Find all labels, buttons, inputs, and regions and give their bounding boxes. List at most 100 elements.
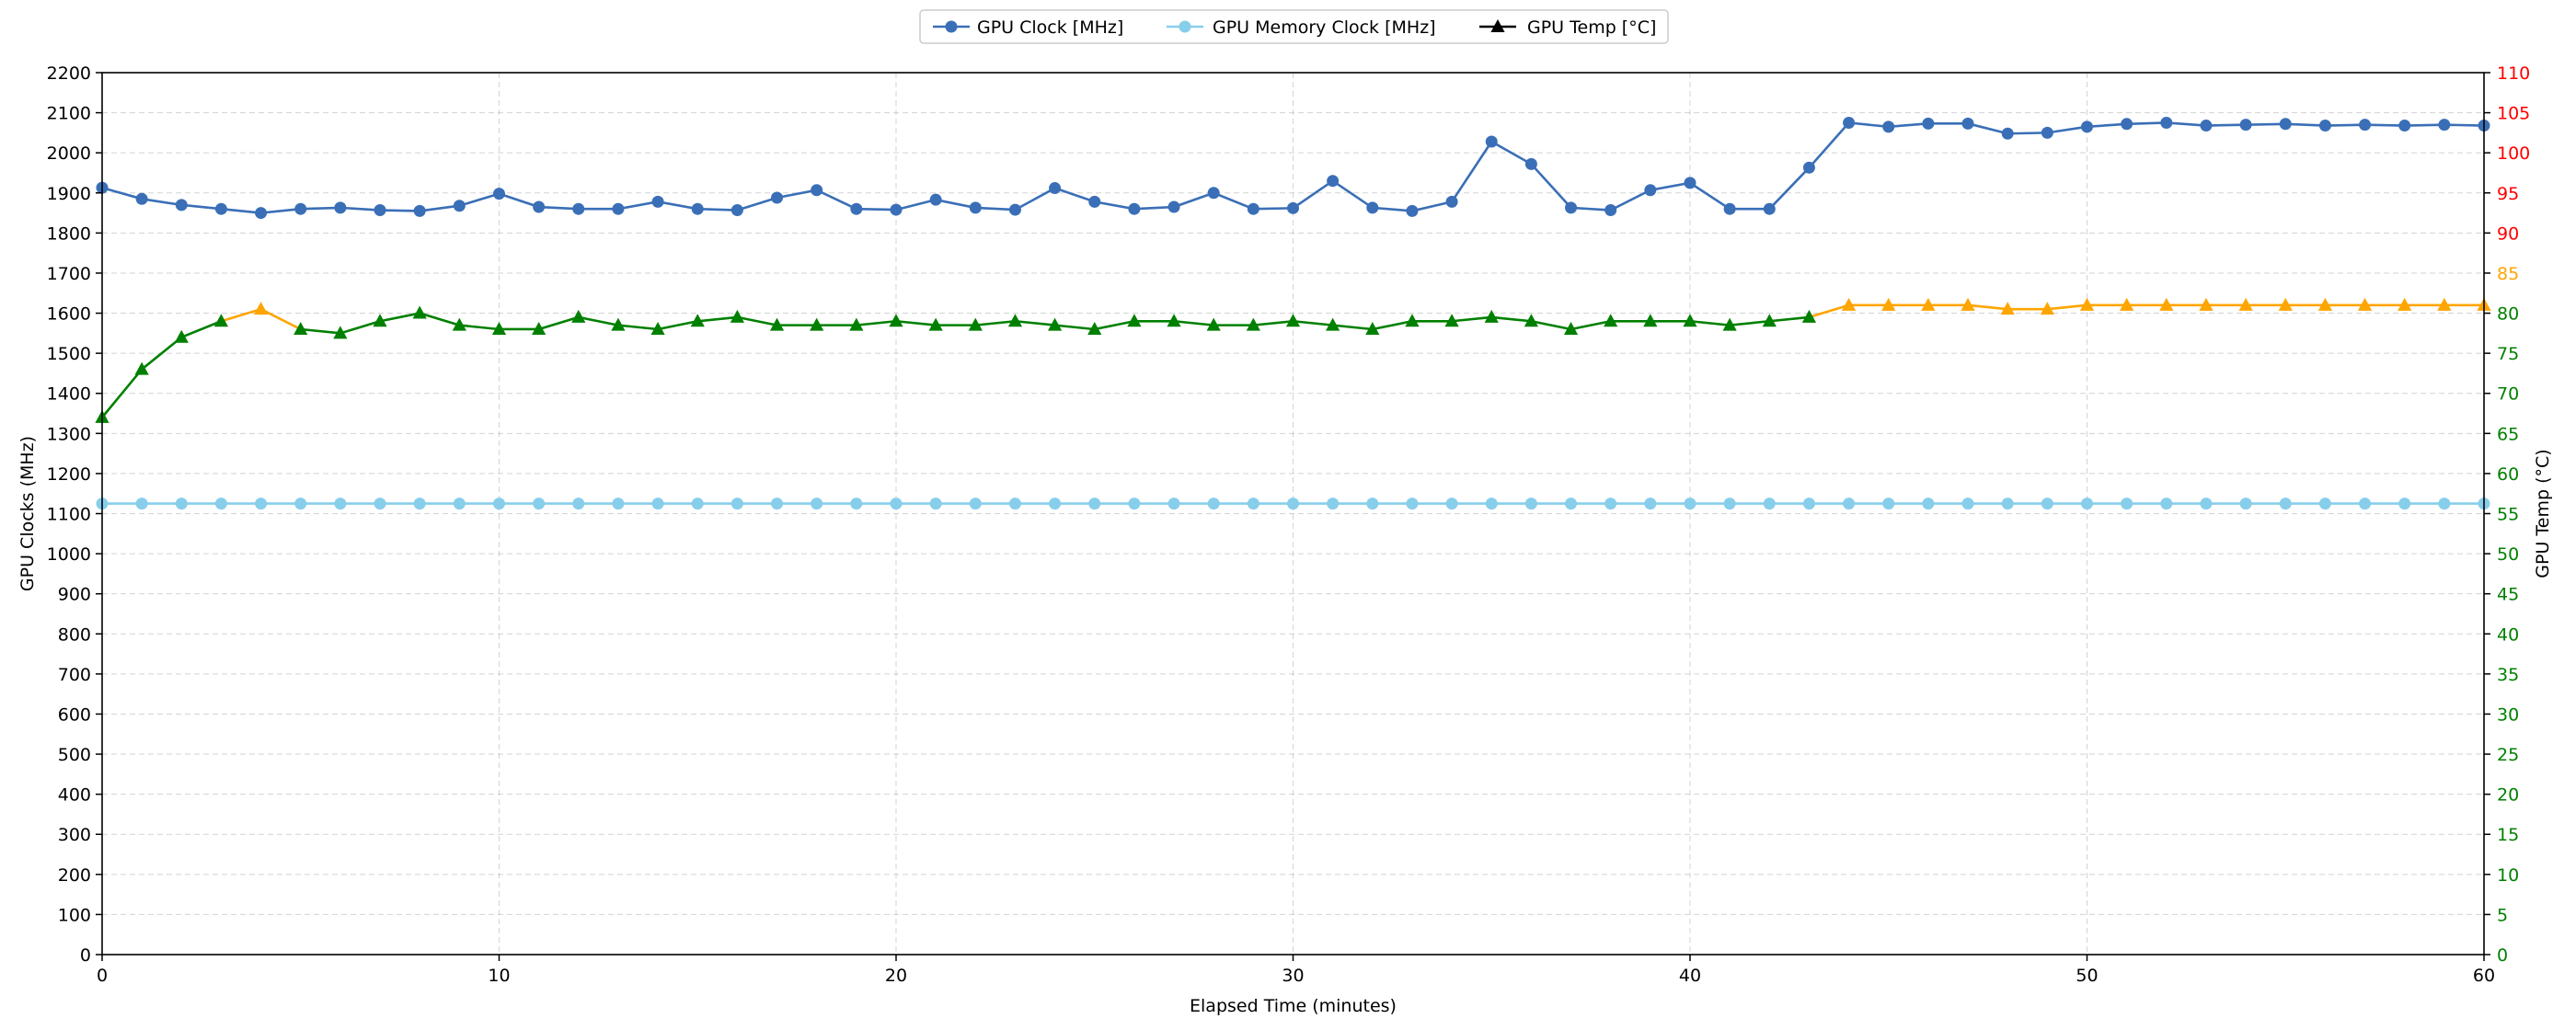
data-point-gpu-memory-clock-mhz xyxy=(294,498,307,510)
y2-tick-label: 80 xyxy=(2497,304,2519,325)
y-tick-label: 600 xyxy=(58,704,91,725)
data-point-gpu-clock-mhz xyxy=(1723,202,1736,215)
data-point-gpu-temp-c xyxy=(1127,314,1142,327)
data-point-gpu-clock-mhz xyxy=(1008,203,1021,216)
data-point-gpu-temp-c xyxy=(571,309,586,323)
data-point-gpu-memory-clock-mhz xyxy=(453,498,466,510)
data-point-gpu-temp-c xyxy=(849,317,864,331)
data-point-gpu-memory-clock-mhz xyxy=(1763,498,1776,510)
y2-tick-label: 10 xyxy=(2497,865,2519,886)
data-point-gpu-memory-clock-mhz xyxy=(771,498,784,510)
y2-tick-label: 70 xyxy=(2497,384,2519,405)
y-tick-label: 1800 xyxy=(47,223,91,244)
series-segment-gpu-temp-c xyxy=(100,368,144,418)
data-point-gpu-temp-c xyxy=(1167,314,1181,327)
series-segment-gpu-temp-c xyxy=(1730,319,1770,326)
data-point-gpu-temp-c xyxy=(1087,321,1102,335)
data-point-gpu-temp-c xyxy=(213,314,229,327)
data-point-gpu-memory-clock-mhz xyxy=(255,498,268,510)
series-segment-gpu-temp-c xyxy=(737,315,777,326)
data-point-gpu-temp-c xyxy=(1524,314,1538,327)
legend-item-gpu-memory-clock: GPU Memory Clock [MHz] xyxy=(1167,17,1436,38)
data-point-gpu-clock-mhz xyxy=(533,200,546,213)
data-point-gpu-temp-c xyxy=(1921,297,1936,311)
y-tick-label: 200 xyxy=(58,865,91,886)
y2-tick-label: 85 xyxy=(2497,264,2519,284)
data-point-gpu-memory-clock-mhz xyxy=(374,498,386,510)
data-point-gpu-clock-mhz xyxy=(1247,202,1259,215)
data-point-gpu-clock-mhz xyxy=(1524,157,1537,170)
data-point-gpu-clock-mhz xyxy=(2438,119,2451,132)
data-point-gpu-clock-mhz xyxy=(730,204,743,217)
data-point-gpu-clock-mhz xyxy=(771,191,784,204)
data-point-gpu-memory-clock-mhz xyxy=(1802,498,1815,510)
series-segment-gpu-temp-c xyxy=(379,312,420,323)
data-point-gpu-memory-clock-mhz xyxy=(2081,498,2093,510)
data-point-gpu-memory-clock-mhz xyxy=(969,498,982,510)
x-tick-label: 20 xyxy=(885,966,907,986)
series-segment-gpu-temp-c xyxy=(697,315,738,323)
data-point-gpu-clock-mhz xyxy=(1167,200,1180,213)
data-point-gpu-memory-clock-mhz xyxy=(890,498,903,510)
data-point-gpu-temp-c xyxy=(730,309,744,323)
data-point-gpu-memory-clock-mhz xyxy=(493,498,505,510)
data-point-gpu-clock-mhz xyxy=(2160,116,2173,129)
series-segment-gpu-temp-c xyxy=(1570,319,1611,331)
legend: GPU Clock [MHz] GPU Memory Clock [MHz] G… xyxy=(919,9,1669,44)
x-tick-label: 60 xyxy=(2473,966,2495,986)
data-point-gpu-memory-clock-mhz xyxy=(1485,498,1498,510)
data-point-gpu-memory-clock-mhz xyxy=(135,498,148,510)
data-point-gpu-clock-mhz xyxy=(1882,120,1895,133)
data-point-gpu-temp-c xyxy=(928,317,943,331)
data-point-gpu-temp-c xyxy=(1842,297,1857,311)
data-point-gpu-clock-mhz xyxy=(294,202,307,215)
legend-label-gpu-temp: GPU Temp [°C] xyxy=(1527,17,1656,38)
data-point-gpu-clock-mhz xyxy=(1445,195,1458,208)
data-point-gpu-temp-c xyxy=(2398,297,2412,311)
y2-tick-label: 105 xyxy=(2497,104,2530,124)
data-point-gpu-memory-clock-mhz xyxy=(1604,498,1617,510)
series-segment-gpu-temp-c xyxy=(1809,303,1849,319)
data-point-gpu-temp-c xyxy=(2278,297,2293,311)
x-tick-label: 30 xyxy=(1282,966,1304,986)
data-point-gpu-clock-mhz xyxy=(651,195,664,208)
data-point-gpu-clock-mhz xyxy=(1207,187,1220,200)
data-point-gpu-memory-clock-mhz xyxy=(850,498,863,510)
series-segment-gpu-temp-c xyxy=(260,308,302,331)
data-point-gpu-temp-c xyxy=(1206,317,1221,331)
data-point-gpu-temp-c xyxy=(1285,314,1301,327)
y2-tick-label: 0 xyxy=(2497,945,2508,966)
data-point-gpu-clock-mhz xyxy=(175,199,188,212)
data-point-gpu-temp-c xyxy=(373,314,387,327)
legend-box xyxy=(919,9,1669,44)
data-point-gpu-temp-c xyxy=(293,321,308,335)
series-segment-gpu-temp-c xyxy=(895,319,937,326)
series-segment-gpu-temp-c xyxy=(975,319,1016,326)
data-point-gpu-memory-clock-mhz xyxy=(2160,498,2173,510)
series-segment-gpu-temp-c xyxy=(1531,319,1571,331)
series-segment-gpu-temp-c xyxy=(1293,319,1333,326)
data-point-gpu-clock-mhz xyxy=(1287,201,1299,214)
data-point-gpu-temp-c xyxy=(1643,314,1658,327)
legend-marker-gpu-temp xyxy=(1490,19,1505,32)
data-point-gpu-temp-c xyxy=(1405,314,1420,327)
data-point-gpu-temp-c xyxy=(2159,297,2174,311)
data-point-gpu-clock-mhz xyxy=(572,202,585,215)
data-point-gpu-memory-clock-mhz xyxy=(1327,498,1340,510)
series-segment-gpu-temp-c xyxy=(2047,303,2087,311)
y-axis-left: 0 100 200 300 400 500 600 700 800 900 1000 1100 1200… xyxy=(47,63,102,966)
y2-tick-label: 30 xyxy=(2497,704,2519,725)
data-point-gpu-memory-clock-mhz xyxy=(811,498,823,510)
y2-tick-label: 100 xyxy=(2497,143,2530,164)
y2-tick-label: 65 xyxy=(2497,424,2519,444)
y2-tick-label: 45 xyxy=(2497,585,2519,605)
data-point-gpu-memory-clock-mhz xyxy=(2041,498,2053,510)
data-point-gpu-memory-clock-mhz xyxy=(2398,498,2411,510)
series-segment-gpu-temp-c xyxy=(657,319,698,331)
y-tick-label: 2100 xyxy=(47,104,91,124)
y-tick-label: 1300 xyxy=(47,424,91,444)
data-point-gpu-memory-clock-mhz xyxy=(2279,498,2292,510)
data-point-gpu-clock-mhz xyxy=(413,204,426,217)
data-point-gpu-temp-c xyxy=(1563,321,1579,335)
data-point-gpu-temp-c xyxy=(1365,321,1380,335)
